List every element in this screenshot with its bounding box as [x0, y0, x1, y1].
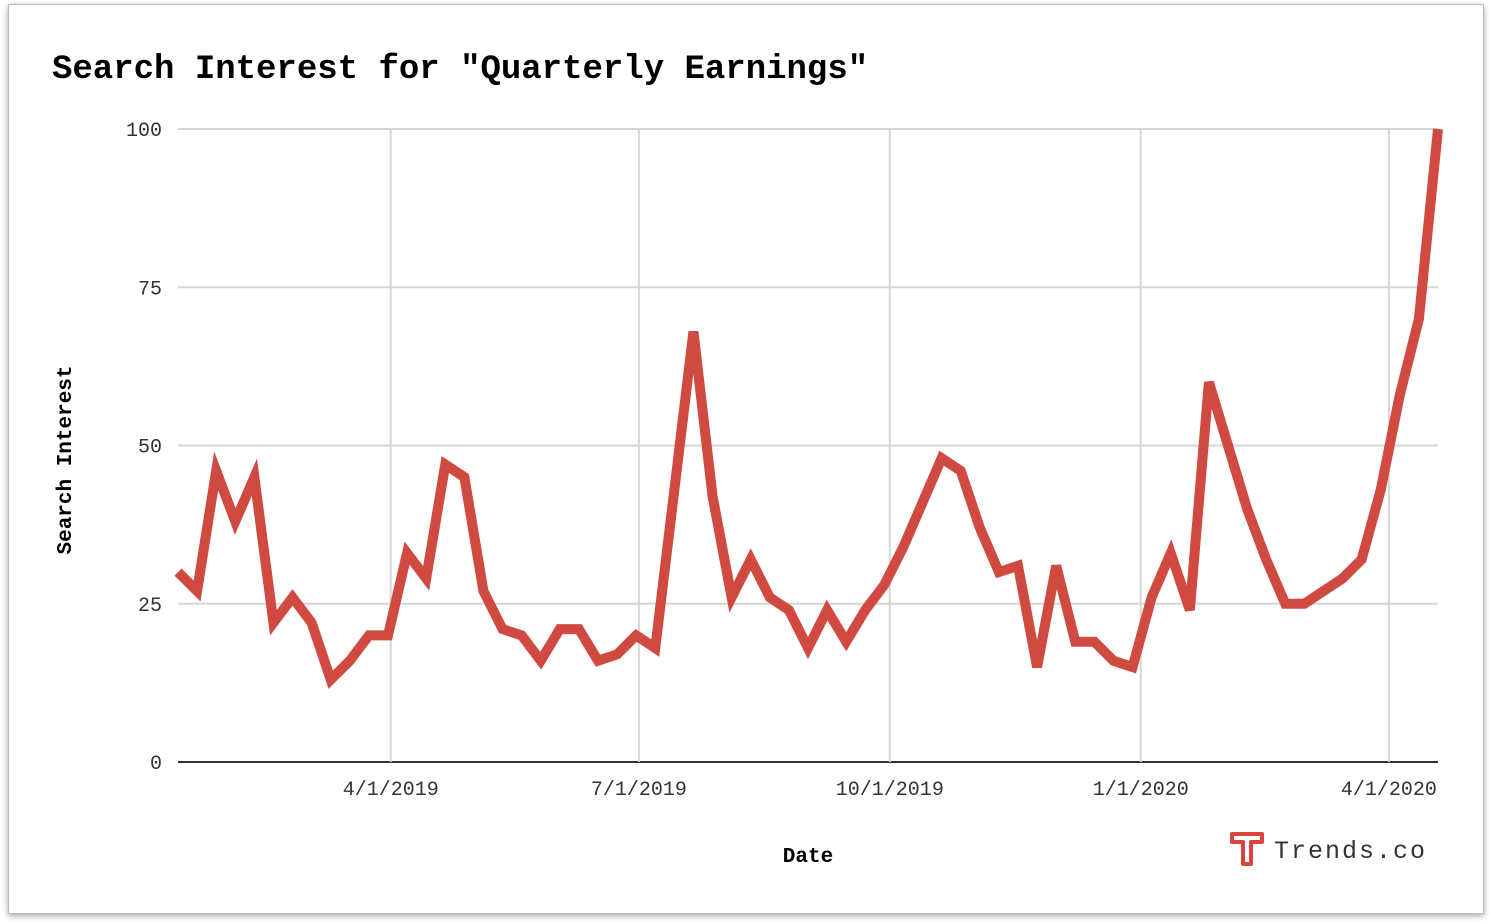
y-tick-label: 0: [150, 753, 162, 776]
x-tick-label: 1/1/2020: [1093, 779, 1189, 802]
x-tick-label: 4/1/2019: [343, 779, 439, 802]
y-tick-label: 25: [138, 595, 162, 618]
y-tick-label: 100: [126, 120, 162, 143]
data-line: [174, 128, 1443, 689]
x-tick-label: 4/1/2020: [1341, 779, 1437, 802]
y-axis-title: Search Interest: [55, 365, 78, 554]
x-tick-label: 7/1/2019: [591, 779, 687, 802]
x-tick-label: 10/1/2019: [836, 779, 944, 802]
logo-icon: [1230, 832, 1264, 866]
x-axis-title: Date: [783, 846, 833, 869]
y-tick-label: 50: [138, 437, 162, 460]
source-logo: Trends.co: [1274, 837, 1427, 866]
chart-title: Search Interest for "Quarterly Earnings": [52, 51, 868, 89]
y-tick-label: 75: [138, 278, 162, 301]
